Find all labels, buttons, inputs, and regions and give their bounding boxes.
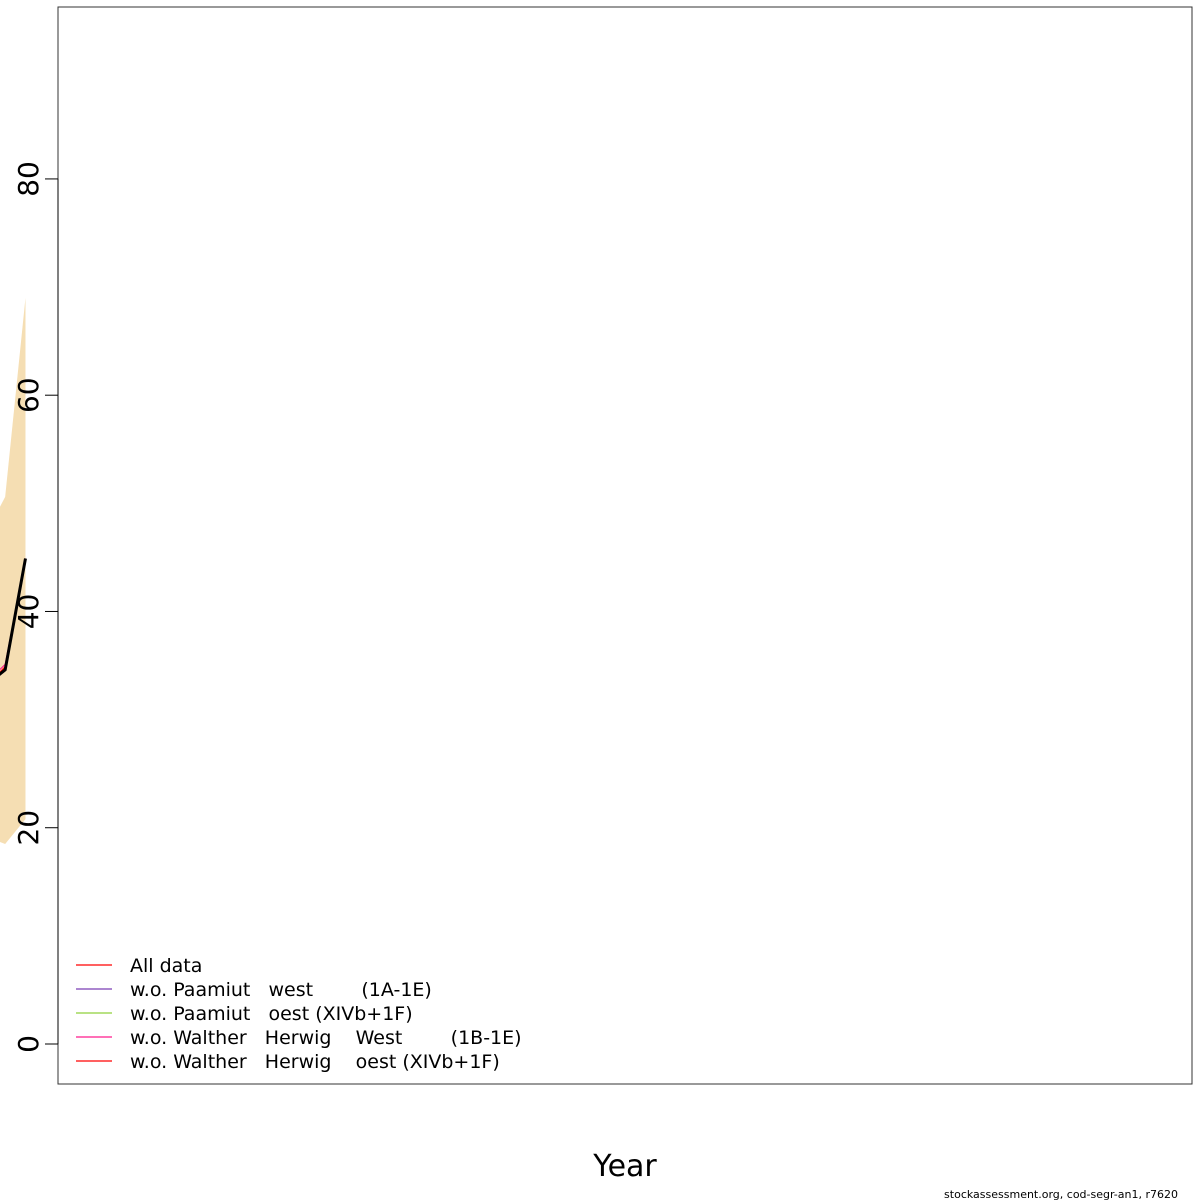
y-tick-label: 20	[12, 810, 45, 846]
x-axis-title: Year	[592, 1149, 657, 1184]
legend-label: w.o. Walther Herwig West (1B-1E)	[130, 1027, 522, 1049]
legend-label: w.o. Paamiut oest (XIVb+1F)	[130, 1003, 413, 1025]
legend-label: All data	[130, 955, 202, 977]
legend-label: w.o. Walther Herwig oest (XIVb+1F)	[130, 1051, 500, 1073]
credit-text: stockassessment.org, cod-segr-an1, r7620	[944, 1188, 1178, 1200]
y-tick-label: 60	[12, 377, 45, 413]
confidence-band	[0, 297, 26, 844]
axes: 1980199020002010020406080	[12, 161, 59, 1053]
legend-label: w.o. Paamiut west (1A-1E)	[130, 979, 432, 1001]
y-tick-label: 40	[12, 594, 45, 630]
plot-area	[0, 297, 27, 844]
y-tick-label: 0	[12, 1035, 45, 1053]
y-tick-label: 80	[12, 161, 45, 197]
